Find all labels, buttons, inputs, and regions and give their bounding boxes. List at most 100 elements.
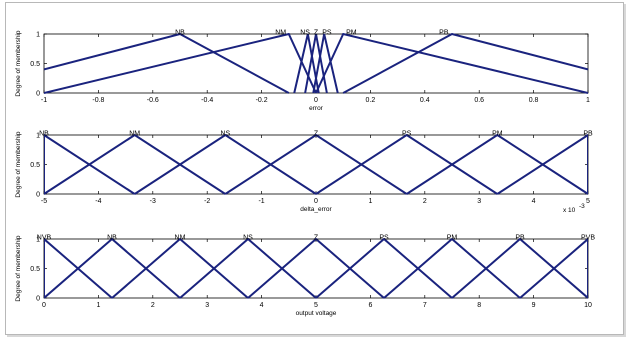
mf-label: NB xyxy=(175,30,185,37)
x-tick-label: 5 xyxy=(314,302,318,309)
axes-box xyxy=(43,33,589,94)
x-tick-label: 4 xyxy=(260,302,264,309)
y-tick-label: 0.5 xyxy=(30,162,40,169)
mf-label: Z xyxy=(314,235,319,242)
x-tick-label: -5 xyxy=(41,198,47,205)
mf-ps xyxy=(315,134,498,195)
y-axis-title: Degree of membership xyxy=(15,30,22,96)
axes-box xyxy=(43,134,589,195)
mf-label: PM xyxy=(346,30,357,37)
mf-label: PM xyxy=(492,131,503,138)
x-tick-label: 2 xyxy=(151,302,155,309)
mf-nb xyxy=(44,238,181,299)
mf-label: PB xyxy=(583,131,593,138)
mf-label: PS xyxy=(402,131,412,138)
mf-label: Z xyxy=(314,131,319,138)
x-exponent: x 10 xyxy=(563,207,576,214)
mf-label: PM xyxy=(447,235,458,242)
x-tick-label: -3 xyxy=(150,198,156,205)
x-tick-label: 0 xyxy=(314,198,318,205)
mf-nb xyxy=(44,33,290,94)
x-tick-label: 5 xyxy=(586,198,590,205)
mf-pb xyxy=(342,33,588,94)
y-tick-label: 0 xyxy=(36,91,40,98)
x-tick-label: 8 xyxy=(477,302,481,309)
mf-z xyxy=(247,238,385,299)
x-axis-title: output voltage xyxy=(296,310,337,317)
mf-pb xyxy=(496,134,588,195)
x-tick-label: -0.8 xyxy=(92,97,104,104)
x-tick-label: 6 xyxy=(368,302,372,309)
mf-pvb xyxy=(519,238,588,299)
mf-label: PS xyxy=(379,235,389,242)
x-tick-label: 0.4 xyxy=(420,97,430,104)
mf-label: NM xyxy=(129,131,140,138)
y-tick-label: 0 xyxy=(36,296,40,303)
x-tick-label: 1 xyxy=(96,302,100,309)
mf-label: NS xyxy=(243,235,253,242)
y-tick-label: 0.5 xyxy=(30,61,40,68)
x-tick-label: -2 xyxy=(204,198,210,205)
mf-nvb xyxy=(44,238,113,299)
mf-nm xyxy=(44,33,317,94)
y-tick-label: 1 xyxy=(36,32,40,39)
x-tick-label: 3 xyxy=(477,198,481,205)
mf-label: NVB xyxy=(37,235,52,242)
mf-pm xyxy=(406,134,588,195)
axes-box xyxy=(43,238,589,299)
mf-label: NM xyxy=(275,30,286,37)
mf-ns xyxy=(293,33,320,94)
x-tick-label: 0 xyxy=(314,97,318,104)
x-exponent-power: -3 xyxy=(579,203,585,210)
figure-frame xyxy=(5,2,624,335)
mf-pm xyxy=(315,33,588,94)
x-tick-label: 0.8 xyxy=(529,97,539,104)
mf-z xyxy=(304,33,328,94)
y-tick-label: 1 xyxy=(36,237,40,244)
y-tick-label: 1 xyxy=(36,133,40,140)
x-tick-label: 9 xyxy=(532,302,536,309)
mf-label: Z xyxy=(314,30,319,37)
x-tick-label: 2 xyxy=(423,198,427,205)
x-tick-label: 10 xyxy=(584,302,592,309)
mf-label: PS xyxy=(322,30,332,37)
x-tick-label: 3 xyxy=(205,302,209,309)
x-tick-label: 0.6 xyxy=(474,97,484,104)
x-tick-label: 0 xyxy=(42,302,46,309)
x-tick-label: -4 xyxy=(95,198,101,205)
mf-ns xyxy=(134,134,317,195)
mf-label: NB xyxy=(107,235,117,242)
mf-label: PB xyxy=(515,235,525,242)
mf-label: PVB xyxy=(581,235,595,242)
mf-label: NS xyxy=(300,30,310,37)
y-axis-title: Degree of membership xyxy=(15,235,22,301)
x-tick-label: -1 xyxy=(258,198,264,205)
mf-label: NS xyxy=(220,131,230,138)
y-axis-title: Degree of membership xyxy=(15,131,22,197)
y-tick-label: 0.5 xyxy=(30,266,40,273)
mf-pb xyxy=(451,238,588,299)
mf-ps xyxy=(315,238,453,299)
mf-ps xyxy=(312,33,339,94)
x-tick-label: -0.2 xyxy=(256,97,268,104)
mf-label: NM xyxy=(175,235,186,242)
mf-ns xyxy=(179,238,317,299)
mf-z xyxy=(224,134,408,195)
x-tick-label: -0.4 xyxy=(201,97,213,104)
x-axis-title: delta_error xyxy=(300,206,332,213)
mf-pm xyxy=(383,238,521,299)
y-tick-label: 0 xyxy=(36,192,40,199)
mf-label: NB xyxy=(39,131,49,138)
chart-2: -5 -4 -3 -2 -1 0 1 2 3 4 5 0 0.5 1 delta_error Degree o… xyxy=(15,131,593,215)
x-tick-label: 7 xyxy=(423,302,427,309)
mf-nb xyxy=(44,134,136,195)
chart-3: 0 1 2 3 4 5 6 7 8 9 10 0 0.5 1 output voltage Degree of… xyxy=(15,235,595,318)
x-tick-label: 0.2 xyxy=(366,97,376,104)
x-tick-label: -0.6 xyxy=(147,97,159,104)
chart-1: -1 -0.8 -0.6 -0.4 -0.2 0 0.2 0.4 0.6 0.8 1 0 0.5 1 err… xyxy=(15,30,590,113)
mf-nm xyxy=(111,238,249,299)
x-tick-label: 4 xyxy=(532,198,536,205)
x-axis-title: error xyxy=(309,105,324,112)
